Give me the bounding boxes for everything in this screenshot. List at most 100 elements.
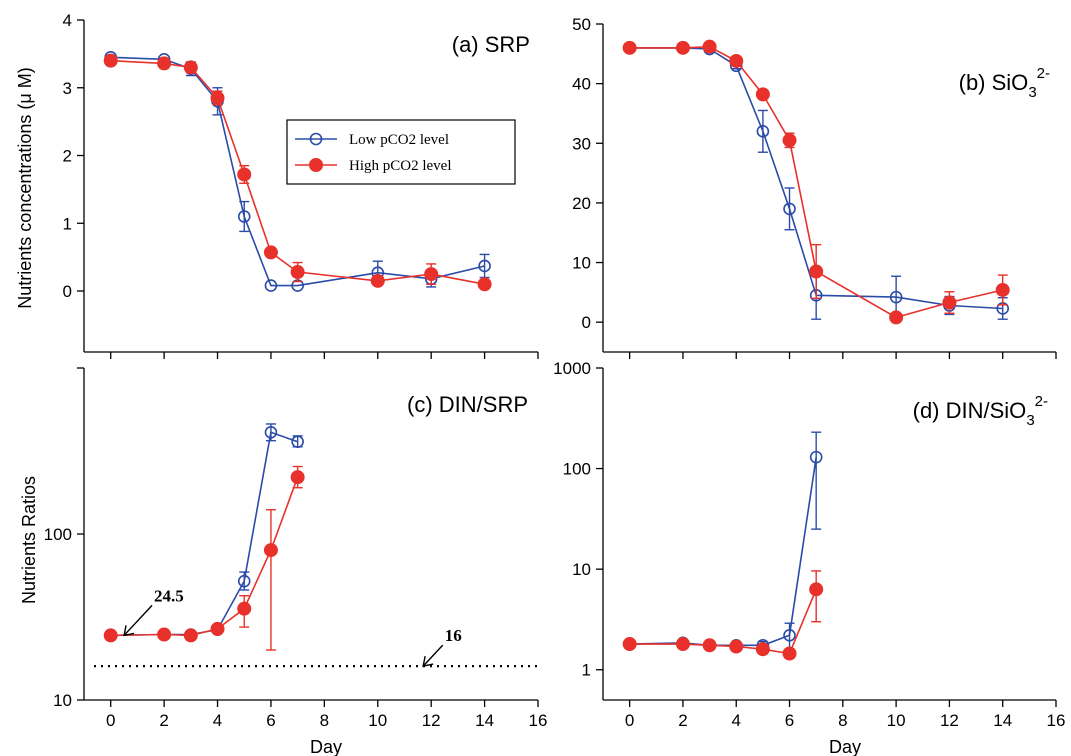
data-point [264,425,278,439]
y-tick-label: 20 [572,194,591,213]
data-point [782,133,797,148]
y-tick-label: 40 [572,75,591,94]
annotation-label: 24.5 [154,586,184,605]
y-tick-label: 0 [582,313,591,332]
annotation: 24.5 [123,586,184,637]
data-point [622,637,637,652]
y-tick-label: 1 [63,214,72,233]
data-point [237,601,252,616]
series-low [623,431,823,653]
x-tick-label: 16 [529,711,548,730]
panel-label: (a) SRP [452,32,530,57]
data-point [183,628,198,643]
x-tick-label: 14 [475,711,494,730]
y-tick-label: 4 [63,11,72,30]
data-point [809,450,823,464]
y-tick-label: 10 [572,560,591,579]
data-point [157,627,172,642]
series-high [622,39,1010,325]
data-point [237,167,252,182]
data-point [783,628,796,642]
series-line [629,456,817,647]
data-point [809,582,824,597]
series-line [629,45,1003,319]
data-point [942,295,957,310]
data-point [237,210,251,223]
data-point [290,470,305,485]
annotation-arrow [422,644,444,667]
data-point [291,435,304,448]
x-tick-label: 6 [785,711,794,730]
x-axis-title-right: Day [829,737,861,756]
data-point [756,125,770,138]
y-tick-label: 100 [44,525,72,544]
legend: Low pCO2 level High pCO2 level [286,119,516,185]
data-point [675,637,690,652]
data-point [103,53,118,68]
panel-a: 0 1 2 3 4 (a) SRP Low pCO2 level High pCO2 leve… [63,11,539,359]
legend-label: Low pCO2 level [349,132,449,148]
series-line [110,59,485,285]
annotation-arrowhead [422,655,434,668]
data-point [477,277,492,292]
series-high [103,53,492,292]
series-line [110,56,485,287]
series-line [629,47,1003,310]
panel-c: 0 2 4 6 8 10 12 14 16 10 100 (c) DIN/SRP 24.5 16 [44,367,548,730]
data-point [290,265,305,280]
legend-swatch-marker [309,158,323,172]
data-point [889,310,904,325]
y-axis-title-bottom: Nutrients Ratios [19,476,39,604]
x-tick-label: 8 [320,711,329,730]
x-tick-label: 12 [940,711,959,730]
data-point [210,90,225,105]
annotation-label: 16 [445,626,462,645]
data-point [702,638,717,653]
y-tick-label: 1000 [553,359,591,378]
y-tick-label: 1 [582,661,591,680]
x-tick-label: 8 [838,711,847,730]
y-tick-label: 10 [572,254,591,273]
series-low [104,423,304,642]
annotation-arrow [123,604,153,636]
panel-b: 0 10 20 30 40 50 (b) SiO32- [572,15,1057,359]
y-tick-label: 0 [63,282,72,301]
data-point [782,646,797,661]
data-point [478,259,491,273]
data-point [675,40,690,55]
data-point [622,40,637,55]
legend-label: High pCO2 level [349,158,452,174]
series-high [103,465,305,651]
series-line [629,588,817,655]
data-point [210,621,225,636]
panel-label: (d) DIN/SiO32- [913,393,1048,429]
x-tick-label: 0 [625,711,634,730]
data-point [264,279,278,292]
legend-box [286,119,516,185]
x-tick-label: 4 [732,711,741,730]
x-tick-label: 10 [368,711,387,730]
panel-d: 0 2 4 6 8 10 12 14 16 1 10 100 1000 (d) DIN/SiO32- [553,359,1065,730]
data-point [729,639,744,654]
y-tick-label: 100 [563,460,591,479]
annotation: 16 [422,626,462,668]
data-point [729,53,744,68]
x-tick-label: 4 [213,711,222,730]
x-tick-label: 14 [993,711,1012,730]
data-point [370,273,385,288]
legend-swatch-marker [309,132,323,146]
data-point [157,56,172,71]
data-point [889,290,903,304]
x-tick-label: 6 [266,711,275,730]
y-tick-label: 2 [63,147,72,166]
data-point [783,202,796,216]
x-tick-label: 0 [106,711,115,730]
x-tick-label: 2 [159,711,168,730]
x-axis-title-left: Day [310,737,342,756]
series-high [622,570,824,661]
y-axis-title-top: Nutrients concentrations (μ M) [15,67,35,308]
data-point [183,60,198,75]
data-point [424,267,439,282]
data-point [755,87,770,102]
